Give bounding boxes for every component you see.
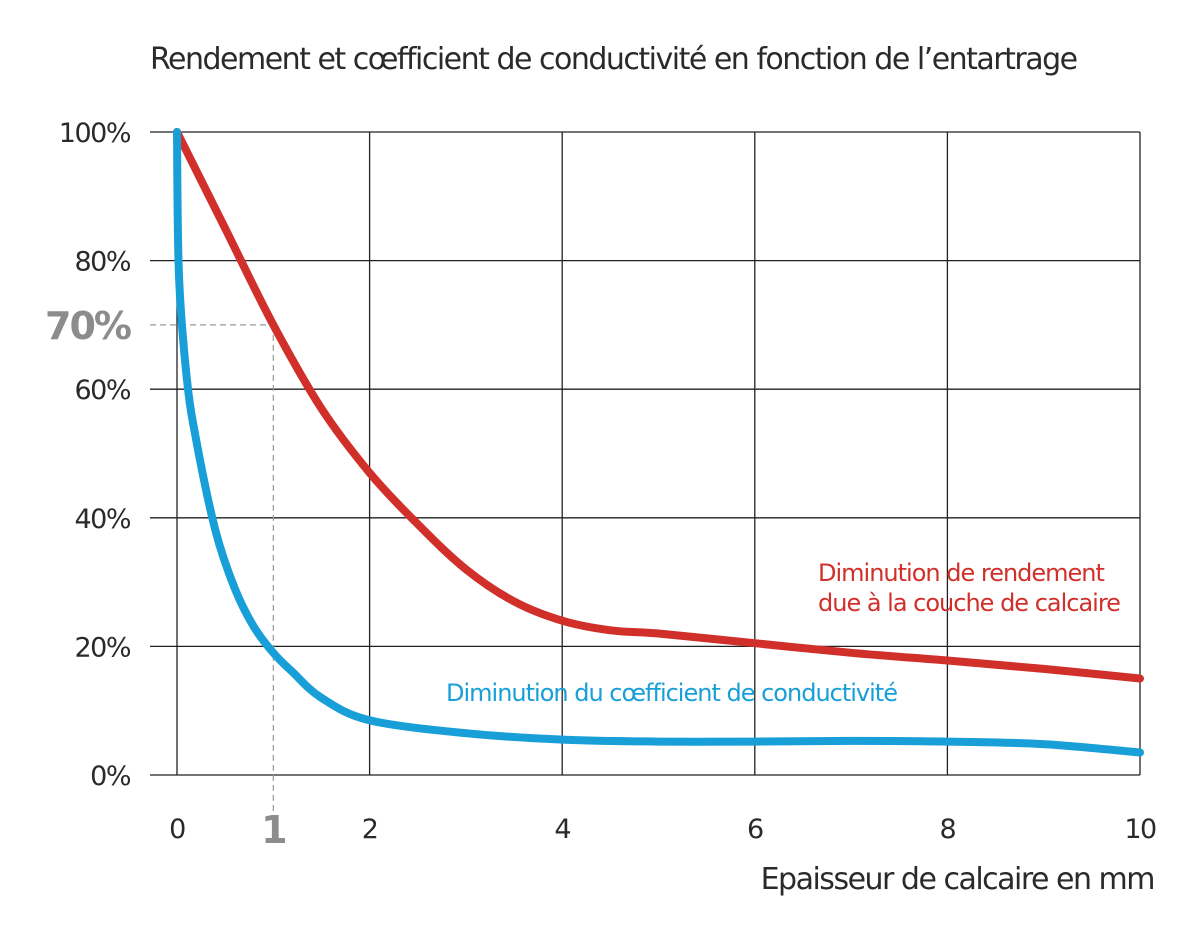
x-tick-label-3: 6 (747, 814, 763, 845)
series-line-1 (173, 128, 1144, 757)
highlight-guides (150, 324, 274, 840)
grid (150, 131, 1141, 776)
x-tick-label-2: 4 (554, 814, 570, 845)
chart-title: Rendement et cœfficient de conductivité … (150, 42, 1078, 77)
series-label-rendement-line-2: due à la couche de calcaire (818, 589, 1121, 617)
y-tick-label-3: 60% (74, 375, 130, 406)
series-label-conductivite: Diminution du cœfficient de conductivité (446, 679, 898, 707)
series-label-rendement: Diminution de rendement due à la couche … (818, 558, 1121, 618)
y-tick-label-4: 80% (74, 247, 130, 278)
series-lines (173, 128, 1144, 757)
y-tick-label-5: 100% (59, 118, 131, 149)
series-label-rendement-line-1: Diminution de rendement (818, 559, 1105, 587)
highlight-x-label: 1 (261, 808, 285, 852)
y-tick-label-1: 20% (74, 632, 130, 663)
y-tick-label-0: 0% (90, 761, 131, 792)
x-axis-label: Epaisseur de calcaire en mm (760, 862, 1156, 897)
x-tick-label-1: 2 (362, 814, 378, 845)
x-tick-label-0: 0 (169, 814, 185, 845)
series-line-0 (173, 128, 1144, 683)
x-tick-label-4: 8 (940, 814, 956, 845)
x-tick-label-5: 10 (1124, 814, 1156, 845)
tick-labels: 0 2 4 6 8 100%20%40%60%80%100%170% (45, 118, 1157, 852)
highlight-y-label: 70% (45, 304, 131, 348)
y-tick-label-2: 40% (74, 504, 130, 535)
